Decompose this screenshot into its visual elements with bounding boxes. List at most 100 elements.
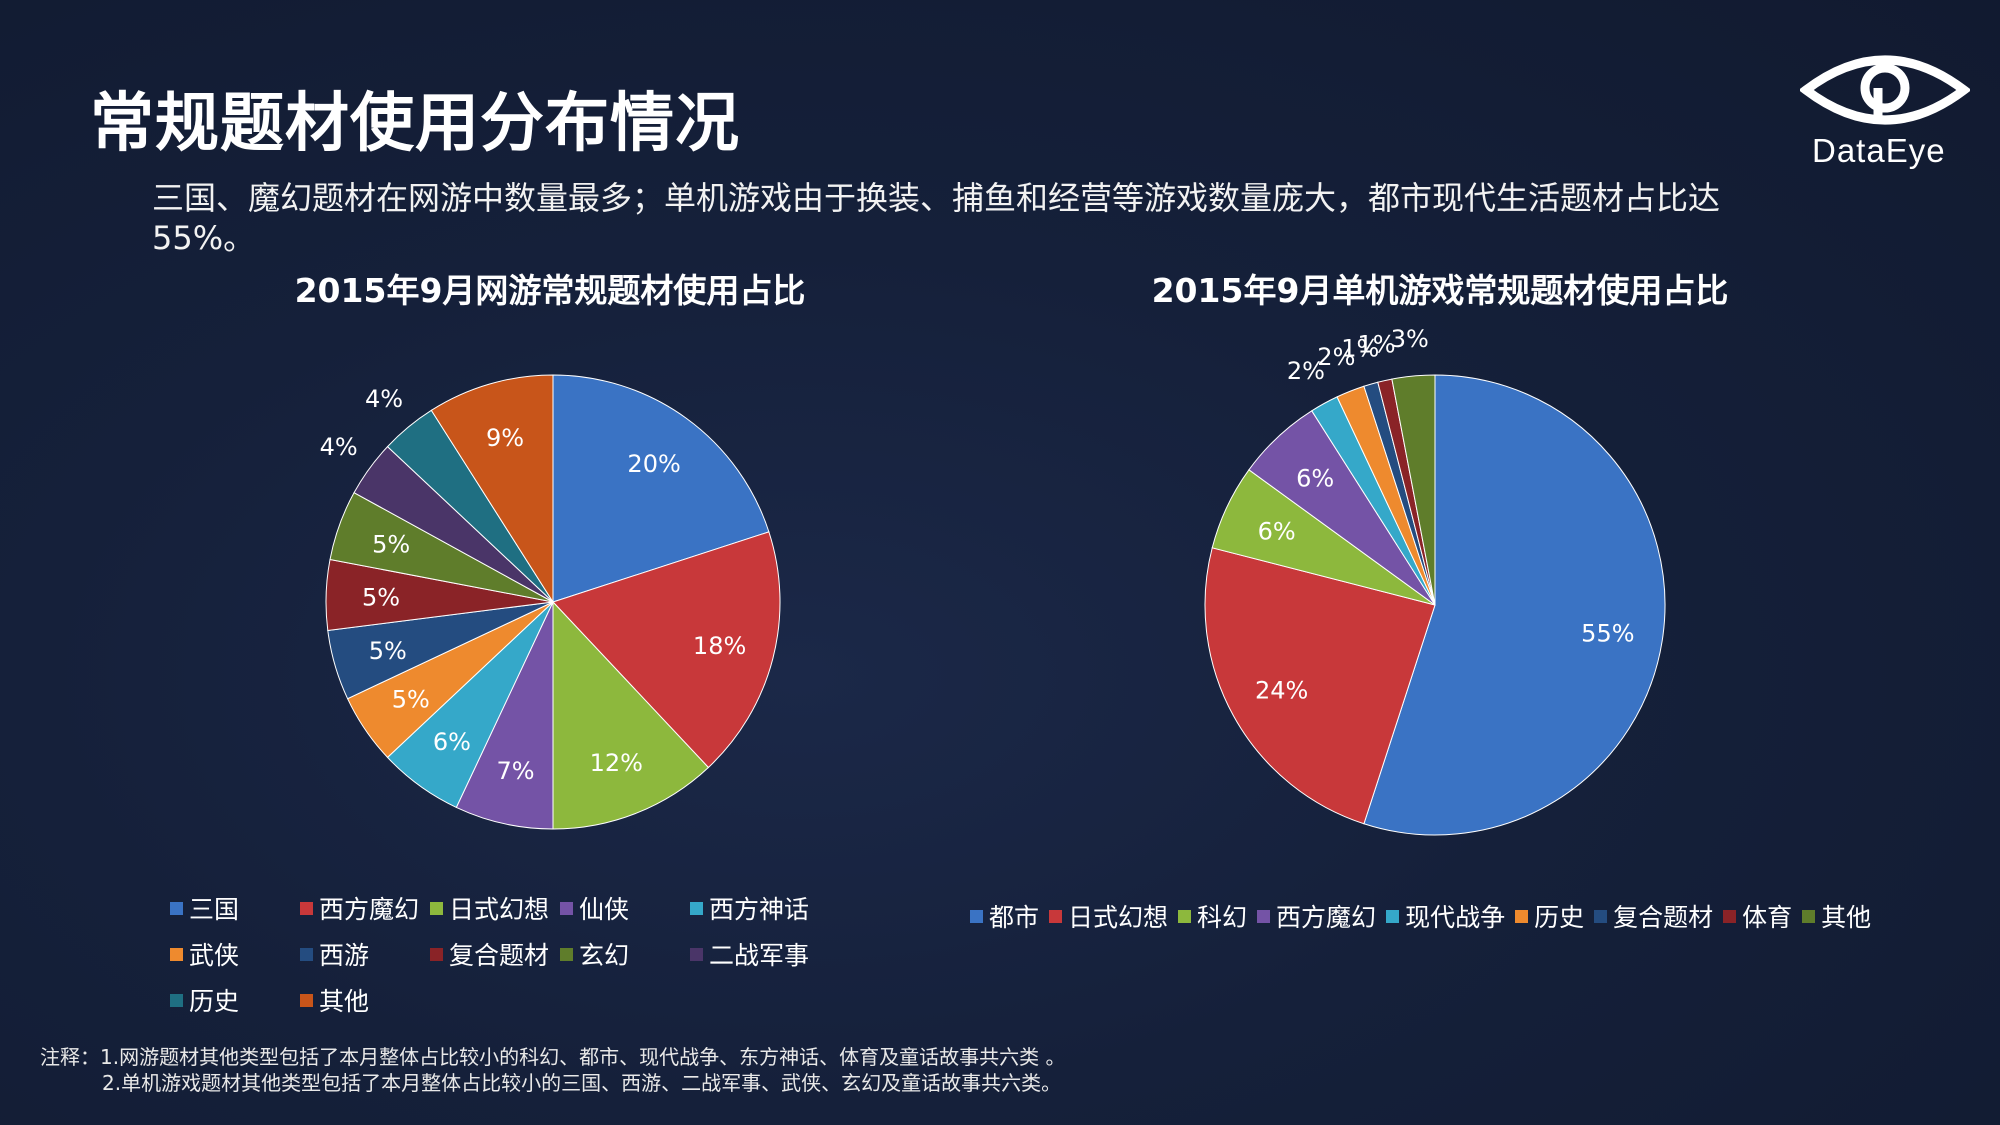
legend1-label-4: 西方神话 <box>709 895 810 924</box>
chart-title-online: 2015年9月网游常规题材使用占比 <box>294 271 806 310</box>
legend2-swatch-8 <box>1802 909 1816 923</box>
legend2-item-2: 科幻 <box>1178 898 1247 934</box>
legend2-swatch-3 <box>1257 909 1271 923</box>
legend2-swatch-4 <box>1386 909 1400 923</box>
eye-logo-icon <box>1800 55 1970 125</box>
chart-title-standalone: 2015年9月单机游戏常规题材使用占比 <box>1151 271 1729 310</box>
pie2-label-3: 6% <box>1296 464 1334 492</box>
logo-text: DataEye <box>1812 132 1946 169</box>
legend1-swatch-10 <box>170 993 183 1007</box>
legend2-item-0: 都市 <box>970 898 1039 934</box>
page-title: 常规题材使用分布情况 <box>90 87 740 161</box>
pie1-label-3: 7% <box>496 757 534 785</box>
legend2-item-3: 西方魔幻 <box>1257 898 1376 934</box>
legend1-swatch-8 <box>560 947 573 961</box>
pie1-slice-2 <box>552 600 710 830</box>
legend1-swatch-7 <box>430 947 443 961</box>
footnote: 注释：1.网游题材其他类型包括了本月整体占比较小的科幻、都市、现代战争、东方神话… <box>40 1044 1065 1096</box>
pie1-label-5: 5% <box>392 686 430 714</box>
pie-charts: 20%18%12%7%6%5%5%5%5%4%4%9%55%24%6%6%2%2… <box>320 325 1665 835</box>
legend1-swatch-5 <box>170 947 183 961</box>
pie2-label-0: 55% <box>1581 619 1634 647</box>
legend1-label-5: 武侠 <box>189 941 240 970</box>
legend1-label-9: 二战军事 <box>709 941 810 970</box>
legend1-swatch-0 <box>170 901 183 915</box>
legend1-item-7: 复合题材 <box>430 936 558 972</box>
legend2-label-3: 西方魔幻 <box>1276 903 1377 932</box>
pie2-label-7: 1% <box>1357 330 1395 358</box>
legend2-label-4: 现代战争 <box>1405 903 1506 932</box>
legend-online: 三国 西方魔幻 日式幻想 仙侠 西方神话武侠 西游 复合题材 玄幻 二战军事历史 其他 <box>170 890 930 1018</box>
legend1-item-5: 武侠 <box>170 936 298 972</box>
legend2-swatch-1 <box>1049 909 1063 923</box>
legend2-swatch-7 <box>1723 909 1737 923</box>
legend2-label-1: 日式幻想 <box>1068 903 1169 932</box>
legend2-item-5: 历史 <box>1515 898 1584 934</box>
pie2-label-5: 2% <box>1317 343 1355 371</box>
legend2-swatch-5 <box>1515 909 1529 923</box>
legend1-label-10: 历史 <box>189 987 240 1016</box>
legend-standalone: 都市 日式幻想 科幻 西方魔幻 现代战争 历史 复合题材 体育 其他 <box>970 898 1970 934</box>
pie1-label-1: 18% <box>693 632 746 660</box>
pie1-label-2: 12% <box>590 749 643 777</box>
legend1-item-11: 其他 <box>300 982 428 1018</box>
legend1-item-9: 二战军事 <box>690 936 818 972</box>
legend1-item-2: 日式幻想 <box>430 890 558 926</box>
legend2-item-7: 体育 <box>1723 898 1792 934</box>
legend2-label-5: 历史 <box>1534 903 1585 932</box>
pie1-label-6: 5% <box>369 637 407 665</box>
page-subtitle: 三国、魔幻题材在网游中数量最多；单机游戏由于换装、捕鱼和经营等游戏数量庞大，都市… <box>152 179 1721 257</box>
legend1-item-10: 历史 <box>170 982 298 1018</box>
legend1-item-3: 仙侠 <box>560 890 688 926</box>
legend2-swatch-0 <box>970 909 983 923</box>
pie1-slice-11 <box>430 374 554 604</box>
legend1-swatch-11 <box>300 993 313 1007</box>
legend2-swatch-2 <box>1178 909 1192 923</box>
legend2-item-8: 其他 <box>1802 898 1871 934</box>
legend1-item-1: 西方魔幻 <box>300 890 428 926</box>
legend1-label-0: 三国 <box>189 895 240 924</box>
pie1-label-9: 4% <box>320 433 358 461</box>
legend1-label-11: 其他 <box>319 987 370 1016</box>
legend1-swatch-3 <box>560 901 573 915</box>
legend1-item-6: 西游 <box>300 936 428 972</box>
pie2-slice-8 <box>1391 374 1436 606</box>
pie1-label-0: 20% <box>627 450 680 478</box>
pie1-slice-1 <box>552 531 781 769</box>
legend1-label-2: 日式幻想 <box>449 895 550 924</box>
legend1-label-3: 仙侠 <box>579 895 630 924</box>
legend1-swatch-2 <box>430 901 443 915</box>
legend1-swatch-9 <box>690 947 703 961</box>
legend1-item-4: 西方神话 <box>690 890 818 926</box>
pie2-label-2: 6% <box>1258 517 1296 545</box>
legend1-label-6: 西游 <box>319 941 370 970</box>
pie2-label-8: 3% <box>1391 325 1429 353</box>
legend1-swatch-6 <box>300 947 313 961</box>
pie1-label-4: 6% <box>433 728 471 756</box>
pie1-slice-0 <box>552 374 770 603</box>
legend2-label-2: 科幻 <box>1197 903 1248 932</box>
pie2-label-1: 24% <box>1255 676 1308 704</box>
legend2-label-7: 体育 <box>1742 903 1793 932</box>
legend1-swatch-4 <box>690 901 703 915</box>
legend2-label-0: 都市 <box>989 903 1040 932</box>
legend2-label-6: 复合题材 <box>1613 903 1714 932</box>
legend1-label-8: 玄幻 <box>579 941 630 970</box>
pie1-label-11: 9% <box>486 424 524 452</box>
pie2-label-6: 1% <box>1341 335 1379 363</box>
footnote-line-1: 注释：1.网游题材其他类型包括了本月整体占比较小的科幻、都市、现代战争、东方神话… <box>40 1045 1066 1069</box>
pie2-label-4: 2% <box>1287 357 1325 385</box>
footnote-line-2: 2.单机游戏题材其他类型包括了本月整体占比较小的三国、西游、二战军事、武侠、玄幻… <box>102 1071 1062 1095</box>
pie1-label-8: 5% <box>372 531 410 559</box>
pie2-slice-1 <box>1204 547 1436 825</box>
legend2-label-8: 其他 <box>1821 903 1872 932</box>
legend1-label-1: 西方魔幻 <box>319 895 420 924</box>
pie1-label-10: 4% <box>365 385 403 413</box>
legend1-item-8: 玄幻 <box>560 936 688 972</box>
legend2-item-6: 复合题材 <box>1594 898 1713 934</box>
pie1-label-7: 5% <box>362 584 400 612</box>
legend2-swatch-6 <box>1594 909 1608 923</box>
legend2-item-1: 日式幻想 <box>1049 898 1168 934</box>
legend2-item-4: 现代战争 <box>1386 898 1505 934</box>
legend1-item-0: 三国 <box>170 890 298 926</box>
